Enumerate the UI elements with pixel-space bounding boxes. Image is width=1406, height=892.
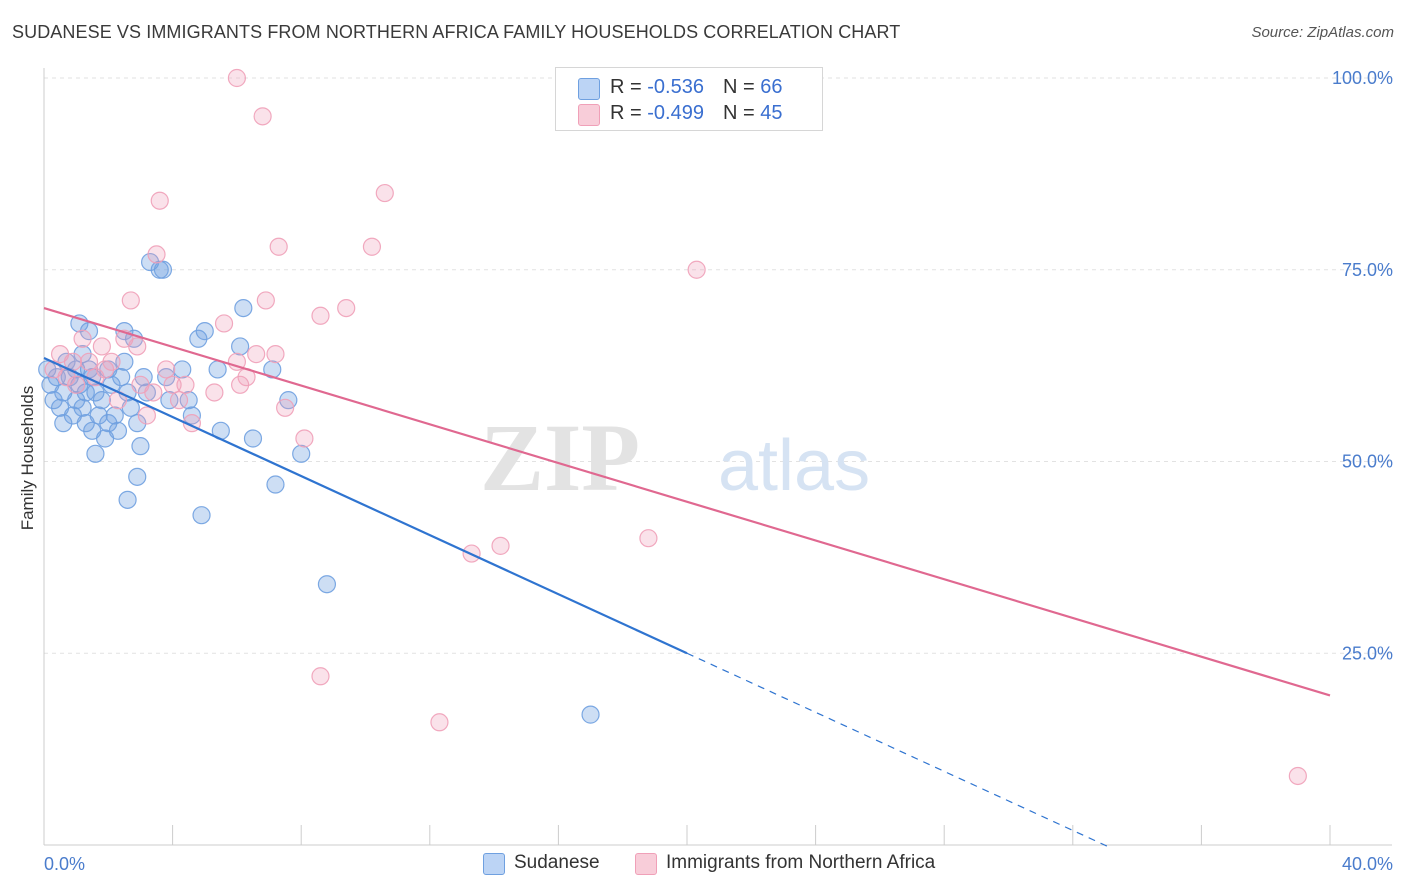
point-immigrants xyxy=(163,375,182,394)
point-immigrants xyxy=(276,398,295,417)
point-immigrants xyxy=(102,352,121,371)
point-sudanese xyxy=(131,437,150,456)
legend-swatch-sudanese xyxy=(578,78,600,100)
point-immigrants xyxy=(269,237,288,256)
point-immigrants xyxy=(205,383,224,402)
chart-source: Source: ZipAtlas.com xyxy=(1251,24,1394,41)
point-sudanese xyxy=(208,360,227,379)
point-sudanese xyxy=(54,414,73,433)
point-sudanese xyxy=(89,406,108,425)
point-sudanese xyxy=(108,421,128,440)
point-immigrants xyxy=(253,107,272,126)
trend-line-sudanese-extension xyxy=(686,652,1112,849)
trend-line-immigrants xyxy=(43,307,1331,697)
watermark: ZIP atlas xyxy=(480,404,870,511)
point-sudanese xyxy=(86,444,105,463)
point-sudanese xyxy=(292,444,311,463)
point-immigrants xyxy=(639,529,658,548)
point-immigrants xyxy=(430,713,449,732)
y-tick-label: 25.0% xyxy=(1342,643,1393,663)
x-tick-label-max: 40.0% xyxy=(1342,854,1393,874)
legend-label-sudanese: Sudanese xyxy=(514,852,600,873)
x-tick-label-min: 0.0% xyxy=(44,854,85,874)
point-immigrants xyxy=(73,329,92,348)
point-immigrants xyxy=(256,291,275,310)
point-immigrants xyxy=(311,306,330,325)
point-immigrants xyxy=(79,352,99,371)
point-sudanese xyxy=(234,299,253,318)
correlation-legend: R = -0.536 N = 66 R = -0.499 N = 45 xyxy=(555,67,823,131)
point-sudanese xyxy=(118,490,137,509)
watermark-atlas: atlas xyxy=(718,426,870,506)
y-tick-label: 50.0% xyxy=(1342,452,1393,472)
gridlines xyxy=(44,77,1392,654)
legend-swatch-immigrants xyxy=(578,104,600,126)
point-sudanese xyxy=(160,391,179,410)
legend-swatch-sudanese-bottom xyxy=(483,853,505,875)
point-sudanese xyxy=(73,398,92,417)
point-sudanese xyxy=(115,322,134,341)
tick-labels: 25.0% 50.0% 75.0% 100.0% 0.0% 40.0% xyxy=(44,68,1393,874)
trend-lines xyxy=(43,307,1331,849)
legend-text-immigrants: R = -0.499 N = 45 xyxy=(610,102,783,124)
point-sudanese xyxy=(105,406,124,425)
point-sudanese xyxy=(179,391,198,410)
legend-label-immigrants: Immigrants from Northern Africa xyxy=(666,852,936,873)
point-immigrants xyxy=(92,337,111,356)
point-sudanese xyxy=(128,467,147,486)
series-legend: Sudanese Immigrants from Northern Africa xyxy=(0,852,1406,876)
watermark-zip: ZIP xyxy=(480,404,640,511)
point-immigrants xyxy=(247,345,266,364)
point-immigrants xyxy=(687,260,706,279)
point-immigrants xyxy=(128,337,147,356)
point-sudanese xyxy=(38,360,57,379)
point-immigrants xyxy=(227,68,246,88)
point-immigrants xyxy=(266,345,285,364)
point-sudanese xyxy=(182,406,201,425)
point-sudanese xyxy=(231,337,250,356)
point-sudanese xyxy=(173,360,192,379)
point-immigrants xyxy=(169,391,189,410)
point-sudanese xyxy=(189,329,208,348)
point-sudanese xyxy=(128,414,147,433)
data-points xyxy=(38,68,1307,786)
point-immigrants xyxy=(176,375,195,394)
point-sudanese xyxy=(115,352,134,371)
y-tick-label: 100.0% xyxy=(1332,68,1393,88)
point-sudanese xyxy=(243,429,263,448)
point-immigrants xyxy=(295,429,314,448)
point-immigrants xyxy=(1288,766,1307,786)
axes xyxy=(43,68,1392,846)
point-immigrants xyxy=(157,360,176,379)
point-immigrants xyxy=(147,245,166,264)
point-immigrants xyxy=(150,191,169,210)
point-sudanese xyxy=(92,391,111,410)
point-immigrants xyxy=(311,667,330,686)
chart-title: SUDANESE VS IMMIGRANTS FROM NORTHERN AFR… xyxy=(12,22,901,42)
point-sudanese xyxy=(153,260,173,279)
legend-swatch-immigrants-bottom xyxy=(635,853,657,875)
point-immigrants xyxy=(337,299,356,318)
point-immigrants xyxy=(144,383,163,402)
point-immigrants xyxy=(121,291,140,310)
point-sudanese xyxy=(317,575,337,594)
point-immigrants xyxy=(375,183,394,203)
point-sudanese xyxy=(112,368,131,387)
point-sudanese xyxy=(581,705,600,724)
point-sudanese xyxy=(76,383,95,402)
trend-line-sudanese xyxy=(43,356,688,655)
point-immigrants xyxy=(67,375,86,394)
point-sudanese xyxy=(266,475,285,494)
point-sudanese xyxy=(192,506,211,525)
legend-text-sudanese: R = -0.536 N = 66 xyxy=(610,76,783,98)
point-immigrants xyxy=(137,406,156,425)
y-tick-label: 75.0% xyxy=(1342,260,1393,280)
point-immigrants xyxy=(214,314,234,333)
point-immigrants xyxy=(362,237,382,256)
point-immigrants xyxy=(491,536,510,555)
